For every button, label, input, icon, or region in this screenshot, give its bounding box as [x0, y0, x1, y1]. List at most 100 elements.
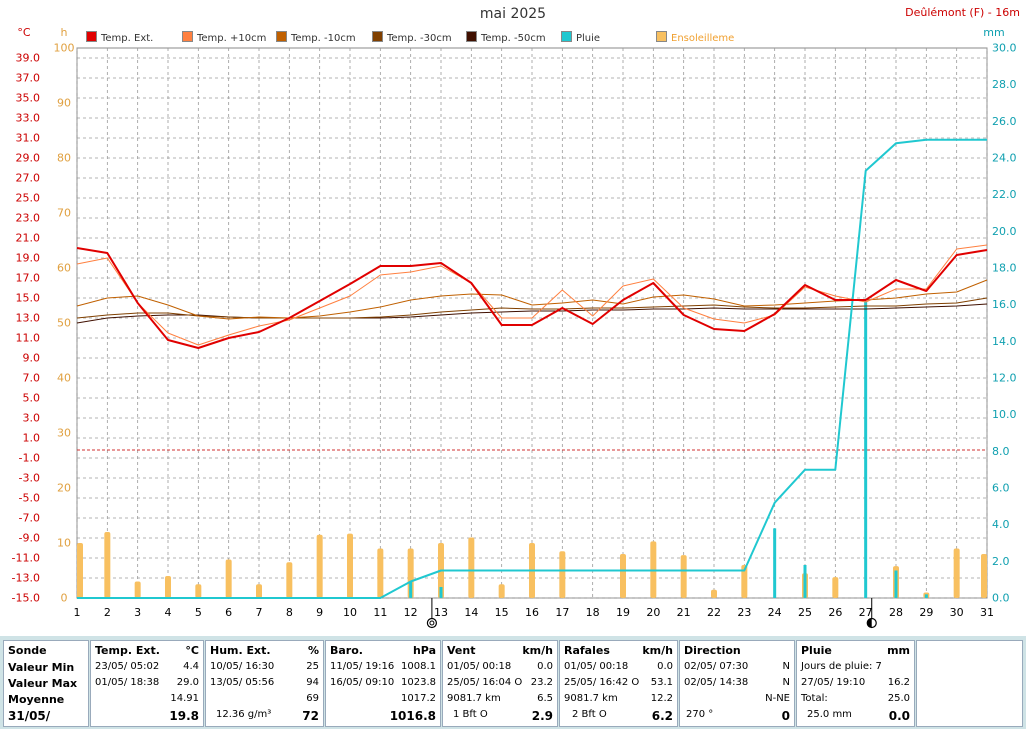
legend-swatch [561, 31, 572, 42]
temp-tick-label: -11.0 [12, 552, 40, 565]
temp-tick-label: 13.0 [16, 312, 41, 325]
sunshine-bar [832, 577, 839, 598]
row: 9081.7 km 12.2 [564, 693, 673, 707]
temp-tick-label: 5.0 [23, 392, 41, 405]
legend-swatch [372, 31, 383, 42]
max-value: N [782, 677, 790, 688]
daily-rain-bar [803, 565, 807, 598]
panel-sonde: Sonde Valeur Min Valeur Max Moyenne 31/0… [3, 640, 89, 727]
current-value: 6.2 [651, 709, 673, 723]
new-moon-icon [426, 617, 437, 629]
max-date: 13/05/ 05:56 [210, 677, 275, 688]
temp-tick-label: 15.0 [16, 292, 41, 305]
sun-tick-label: 100 [54, 42, 75, 55]
daily-rain-bar [439, 587, 443, 598]
sun-tick-label: 0 [61, 592, 68, 605]
temp-tick-label: 17.0 [16, 272, 41, 285]
total-label: Total: [801, 693, 828, 704]
min-date: 01/05/ 00:18 [447, 661, 512, 672]
x-tick-label: 6 [225, 606, 232, 619]
avg-value: 6.5 [537, 693, 553, 704]
row: 1017.2 [330, 693, 436, 707]
max-date: 25/05/ 16:42 O [564, 677, 640, 688]
max-date: 25/05/ 16:04 O [447, 677, 523, 688]
avg-value: 14.91 [170, 693, 199, 704]
x-tick-label: 9 [316, 606, 323, 619]
panel-unit: °C [185, 644, 199, 657]
daily-rain-bar [773, 528, 777, 598]
row: 1016.8 [330, 709, 436, 723]
daily-rain-bars [409, 301, 928, 598]
min-date: 11/05/ 19:16 [330, 661, 395, 672]
x-tick-label: 29 [919, 606, 933, 619]
row: 11/05/ 19:16 1008.1 [330, 661, 436, 675]
sun-tick-label: 20 [57, 482, 71, 495]
rain-tick-label: 2.0 [992, 555, 1010, 568]
temp-tick-label: 33.0 [16, 112, 41, 125]
row: Temp. Ext. °C [95, 644, 199, 658]
series-line [76, 244, 988, 346]
sunshine-bar [680, 555, 687, 598]
sunshine-bar [225, 559, 232, 598]
panel-unit: hPa [412, 644, 436, 657]
temp-tick-label: -1.0 [19, 452, 40, 465]
series-lines [76, 138, 988, 599]
x-tick-label: 11 [373, 606, 387, 619]
x-tick-label: 5 [195, 606, 202, 619]
max-date: 01/05/ 18:38 [95, 677, 160, 688]
max-value: 1023.8 [401, 677, 436, 688]
row: 27/05/ 19:10 16.2 [801, 677, 910, 691]
x-tick-label: 26 [828, 606, 842, 619]
temp-tick-label: 37.0 [16, 72, 41, 85]
daily-rain-bar [924, 594, 928, 598]
sun-tick-label: 10 [57, 537, 71, 550]
series-line [77, 138, 987, 599]
row: 12.36 g/m³ 72 [210, 709, 319, 723]
legend-item-temp-m10cm: Temp. -10cm [276, 31, 356, 44]
temp-tick-label: 35.0 [16, 92, 41, 105]
rain-unit-label: mm [983, 26, 1004, 39]
min-value: 0.0 [657, 661, 673, 672]
panel-temp: Temp. Ext. °C 23/05/ 05:02 4.4 01/05/ 18:3… [90, 640, 204, 727]
temp-tick-label: 39.0 [16, 52, 41, 65]
min-value: 4.4 [183, 661, 199, 672]
x-tick-label: 24 [768, 606, 782, 619]
rain-tick-label: 18.0 [992, 262, 1017, 275]
temp-tick-label: 3.0 [23, 412, 41, 425]
rain-tick-label: 8.0 [992, 445, 1010, 458]
row: 1 Bft O 2.9 [447, 709, 553, 723]
sun-tick-label: 50 [57, 317, 71, 330]
row: 2 Bft O 6.2 [564, 709, 673, 723]
daily-rain-bar [894, 570, 898, 598]
degrees: 270 ° [686, 709, 714, 720]
max-value: 29.0 [176, 677, 199, 688]
row: 23/05/ 05:02 4.4 [95, 661, 199, 675]
sunshine-bar [347, 533, 353, 598]
current-value: 0.0 [888, 709, 910, 723]
row: 69 [210, 693, 319, 707]
legend-label: Temp. -50cm [481, 33, 546, 44]
temp-tick-label: -13.0 [12, 572, 40, 585]
row: Sonde [8, 644, 84, 658]
station-name: Deûlémont (F) - 16m [905, 6, 1020, 19]
row-label-min: Valeur Min [8, 661, 75, 674]
temp-tick-label: 27.0 [16, 172, 41, 185]
panel-header: Pluie [801, 644, 832, 657]
sunshine-bar [165, 576, 171, 598]
row: 270 ° 0 [684, 709, 790, 723]
row-label-max: Valeur Max [8, 677, 78, 690]
row: Vent km/h [447, 644, 553, 658]
sunshine-bar [256, 584, 262, 598]
rain-total-mm: 25.0 mm [807, 709, 852, 720]
sunshine-bar [981, 554, 987, 598]
min-date: 23/05/ 05:02 [95, 661, 160, 672]
sunshine-bar [953, 548, 960, 598]
rain-tick-label: 30.0 [992, 42, 1017, 55]
x-tick-label: 21 [677, 606, 691, 619]
x-tick-label: 28 [889, 606, 903, 619]
row: Total: 25.0 [801, 693, 910, 707]
full-moon-shade [867, 618, 872, 628]
legend-swatch [182, 31, 193, 42]
x-tick-label: 16 [525, 606, 539, 619]
legend-item-temp-m50cm: Temp. -50cm [466, 31, 546, 44]
